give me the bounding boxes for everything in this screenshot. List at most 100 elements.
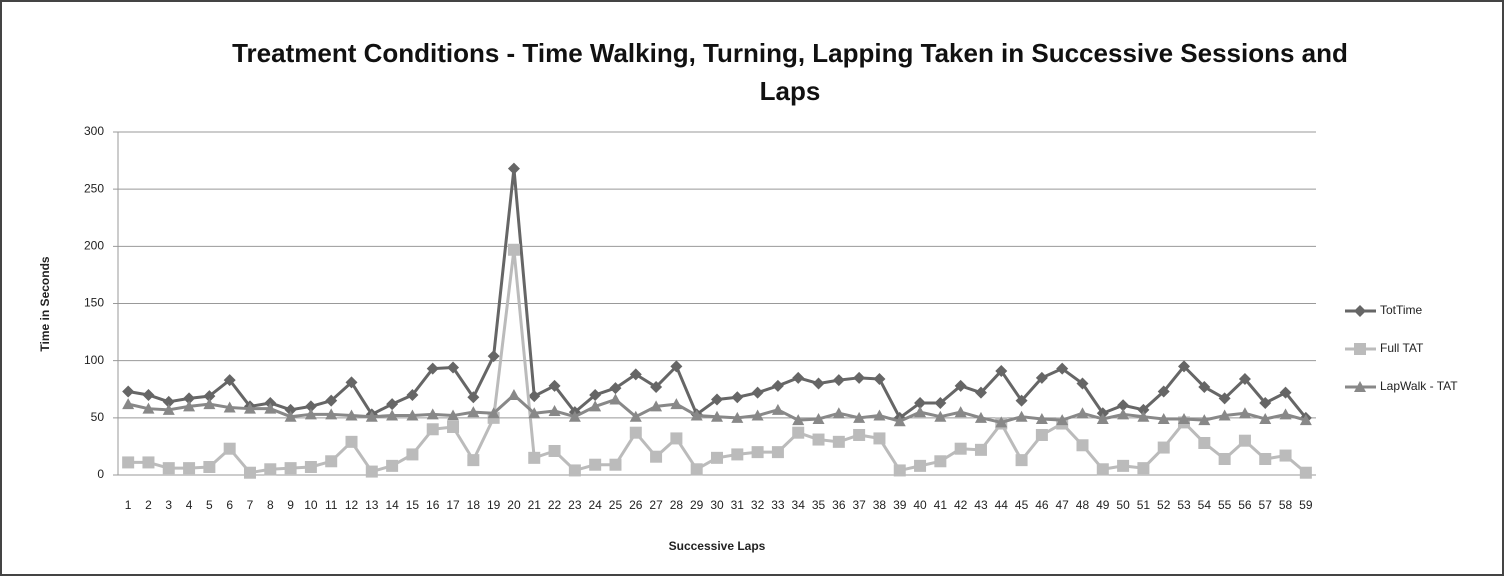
- marker: [1218, 392, 1231, 405]
- x-axis-label: Successive Laps: [669, 539, 766, 553]
- marker: [507, 162, 520, 175]
- x-tick-label: 20: [507, 498, 521, 512]
- marker: [934, 455, 947, 468]
- legend-label: TotTime: [1380, 303, 1423, 317]
- marker: [325, 394, 338, 407]
- marker: [974, 411, 987, 423]
- marker: [731, 411, 744, 423]
- x-tick-label: 59: [1299, 498, 1313, 512]
- x-tick-label: 58: [1279, 498, 1293, 512]
- marker: [183, 392, 196, 405]
- marker: [406, 448, 419, 461]
- x-tick-label: 23: [568, 498, 582, 512]
- marker: [893, 415, 906, 427]
- x-tick-label: 13: [365, 498, 379, 512]
- marker: [914, 396, 927, 409]
- marker: [467, 454, 480, 467]
- x-tick-label: 6: [226, 498, 233, 512]
- marker: [284, 462, 297, 475]
- marker: [690, 463, 703, 476]
- marker: [589, 458, 602, 471]
- marker: [1198, 380, 1211, 393]
- x-tick-label: 56: [1238, 498, 1252, 512]
- x-tick-label: 54: [1198, 498, 1212, 512]
- marker: [548, 379, 561, 392]
- marker: [345, 409, 358, 421]
- x-tick-label: 42: [954, 498, 968, 512]
- marker: [1015, 394, 1028, 407]
- x-tick-label: 46: [1035, 498, 1049, 512]
- marker: [386, 459, 399, 472]
- marker: [934, 410, 947, 422]
- marker: [183, 462, 196, 475]
- series-line: [128, 248, 1307, 475]
- marker: [142, 456, 155, 469]
- marker: [1117, 399, 1130, 412]
- marker: [1178, 412, 1191, 424]
- x-tick-label: 7: [247, 498, 254, 512]
- marker: [406, 409, 419, 421]
- marker: [1218, 452, 1231, 465]
- x-tick-label: 39: [893, 498, 907, 512]
- marker: [1198, 414, 1211, 426]
- marker: [1096, 412, 1109, 424]
- series-line: [127, 167, 1308, 420]
- x-tick-label: 30: [710, 498, 724, 512]
- marker: [1076, 439, 1089, 452]
- y-axis-label: Time in Seconds: [38, 256, 52, 351]
- marker: [1117, 408, 1130, 420]
- x-tick-label: 17: [446, 498, 460, 512]
- marker: [812, 433, 825, 446]
- marker: [650, 450, 663, 463]
- marker: [995, 416, 1008, 428]
- x-tick-label: 2: [145, 498, 152, 512]
- marker: [670, 360, 683, 373]
- x-tick-label: 52: [1157, 498, 1171, 512]
- x-tick-label: 36: [832, 498, 846, 512]
- marker: [690, 409, 703, 421]
- marker: [162, 395, 175, 408]
- x-tick-label: 15: [406, 498, 420, 512]
- x-tick-label: 18: [467, 498, 481, 512]
- marker: [1238, 372, 1251, 385]
- marker: [731, 391, 744, 404]
- marker: [853, 371, 866, 384]
- x-tick-label: 1: [125, 498, 132, 512]
- x-tick-label: 4: [186, 498, 193, 512]
- marker: [1157, 412, 1170, 424]
- x-tick-label: 24: [588, 498, 602, 512]
- x-tick-label: 44: [995, 498, 1009, 512]
- marker: [548, 444, 561, 457]
- marker: [223, 401, 236, 413]
- x-tick-label: 47: [1056, 498, 1070, 512]
- marker: [771, 446, 784, 459]
- marker: [223, 442, 236, 455]
- marker: [873, 432, 886, 445]
- marker: [1035, 428, 1048, 441]
- marker: [1056, 414, 1069, 426]
- x-tick-label: 57: [1259, 498, 1273, 512]
- marker: [1076, 377, 1089, 390]
- marker: [934, 396, 947, 409]
- marker: [467, 406, 480, 418]
- x-tick-label: 48: [1076, 498, 1090, 512]
- marker: [954, 442, 967, 455]
- marker: [914, 459, 927, 472]
- marker: [345, 435, 358, 448]
- marker: [365, 410, 378, 422]
- marker: [528, 451, 541, 464]
- x-tick-label: 33: [771, 498, 785, 512]
- legend-marker: [1354, 343, 1366, 355]
- x-tick-label: 9: [287, 498, 294, 512]
- marker: [1299, 414, 1312, 426]
- marker: [122, 456, 135, 469]
- x-tick-label: 35: [812, 498, 826, 512]
- marker: [325, 455, 338, 468]
- marker: [1299, 466, 1312, 479]
- x-tick-label: 26: [629, 498, 643, 512]
- marker: [1137, 410, 1150, 422]
- marker: [548, 404, 561, 416]
- marker: [1279, 408, 1292, 420]
- marker: [771, 403, 784, 415]
- y-tick-label: 100: [84, 353, 104, 367]
